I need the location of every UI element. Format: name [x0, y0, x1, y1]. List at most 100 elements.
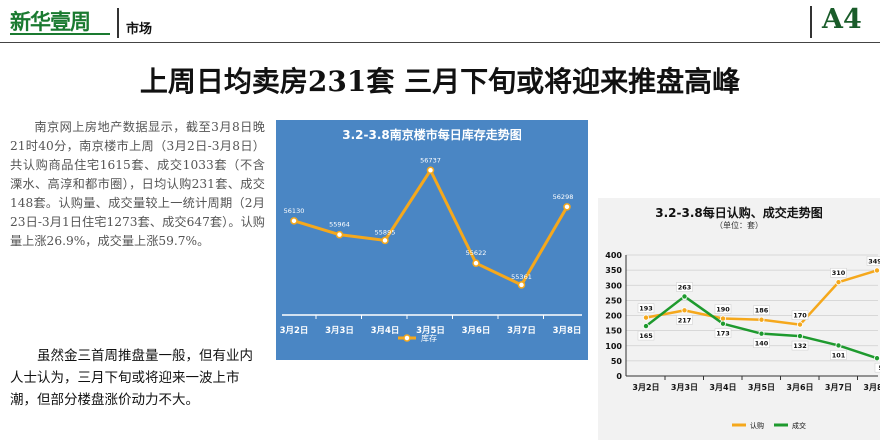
inventory-x-label: 3月2日: [280, 326, 309, 336]
sales-x-label: 3月7日: [825, 383, 852, 392]
inventory-legend-marker: [403, 334, 411, 342]
sales-y-tick-label: 50: [611, 357, 623, 366]
sales-chart-title: 3.2-3.8每日认购、成交走势图: [655, 206, 823, 220]
inventory-x-label: 3月3日: [325, 326, 354, 336]
inventory-point: [290, 217, 298, 225]
inventory-data-label: 55622: [466, 249, 487, 257]
sales-y-tick-label: 0: [616, 372, 622, 381]
inventory-point: [563, 203, 571, 211]
sales-y-tick-label: 350: [605, 266, 622, 275]
inventory-chart-plot: 3月2日 3月3日 3月4日 3月5日 3月6日 3月7日 3月8日 56130 55964 55…: [280, 156, 582, 343]
subscribe-label-box: [866, 256, 880, 266]
subscribe-label-box: [830, 267, 847, 278]
subscribe-point: [758, 316, 765, 323]
deal-data-label: 132: [793, 342, 807, 350]
subscribe-point: [873, 267, 880, 274]
sales-x-label: 3月8日: [863, 383, 880, 392]
subscribe-point: [835, 279, 842, 286]
deal-legend-label: 成交: [792, 421, 806, 430]
subscribe-data-label: 310: [832, 269, 846, 277]
sales-x-label: 3月5日: [748, 383, 775, 392]
subscribe-label-box: [637, 303, 655, 313]
inventory-point: [517, 281, 526, 289]
deal-point: [720, 320, 727, 327]
page-divider: [810, 6, 812, 38]
inventory-point: [426, 166, 435, 174]
subscribe-label-box: [714, 304, 732, 314]
deal-point: [873, 355, 880, 362]
sales-chart-plot: 0 50 100 150 200 250 300 350 400 3月2日 3月3日 3月4日 3月5日…: [605, 251, 880, 430]
sales-y-tick-label: 400: [605, 251, 622, 260]
deal-data-label: 263: [678, 283, 692, 291]
sales-chart-unit: （单位：套）: [715, 221, 763, 230]
inventory-chart-title: 3.2-3.8南京楼市每日库存走势图: [342, 128, 522, 142]
inventory-x-label: 3月8日: [553, 326, 582, 336]
sales-y-tick-label: 250: [605, 296, 622, 305]
inventory-chart: 3.2-3.8南京楼市每日库存走势图 3月2日 3月3日 3月4日 3月5日 3月6日 3…: [276, 120, 588, 360]
header-rule: [0, 42, 880, 43]
sales-x-label: 3月6日: [786, 383, 813, 392]
inventory-x-label: 3月5日: [416, 326, 445, 336]
sales-chart: 3.2-3.8每日认购、成交走势图 （单位：套） 0 50 100 150 200 250…: [598, 198, 880, 440]
deal-label-box: [791, 340, 809, 351]
inventory-point: [381, 236, 389, 245]
article-headline: 上周日均卖房231套 三月下旬或将迎来推盘高峰: [139, 65, 741, 98]
deal-label-box: [753, 338, 770, 348]
sales-x-label: 3月3日: [671, 383, 698, 392]
subscribe-data-label: 217: [678, 316, 692, 324]
subscribe-data-label: 193: [639, 305, 653, 313]
deal-point: [796, 333, 803, 340]
inventory-legend-label: 库存: [421, 333, 437, 343]
subscribe-point: [796, 321, 803, 328]
deal-label-box: [676, 282, 693, 292]
inventory-data-label: 56737: [420, 156, 441, 164]
deal-label-box: [830, 350, 847, 360]
subscribe-data-label: 170: [793, 312, 807, 320]
subscribe-data-label: 190: [716, 306, 730, 314]
deal-data-label: 140: [755, 340, 769, 348]
subscribe-point: [681, 307, 688, 314]
inventory-x-label: 3月4日: [371, 326, 400, 336]
article-paragraph-2: 虽然金三首周推盘量一般，但有业内人士认为，三月下旬或将迎来一波上市潮，但部分楼盘…: [10, 348, 253, 408]
inventory-point: [472, 259, 480, 267]
brand-logo: 新华壹周: [10, 10, 91, 34]
subscribe-label-box: [753, 305, 770, 315]
inventory-data-label: 56298: [553, 193, 574, 201]
inventory-x-label: 3月6日: [462, 326, 491, 336]
inventory-data-label: 56130: [284, 207, 305, 215]
subscribe-point: [720, 315, 727, 322]
inventory-data-label: 55964: [329, 221, 350, 229]
article-paragraph-1: 南京网上房地产数据显示，截至3月8日晚21时40分，南京楼市上周（3月2日-3月…: [10, 120, 265, 248]
subscribe-data-label: 186: [755, 307, 769, 315]
sales-y-tick-label: 300: [605, 281, 622, 290]
subscribe-data-label: 349: [868, 257, 880, 265]
sales-y-tick-label: 200: [605, 312, 622, 321]
sales-y-tick-label: 150: [605, 327, 622, 336]
deal-label-box: [874, 362, 880, 373]
deal-data-label: 173: [716, 330, 730, 338]
deal-label-box: [637, 330, 655, 341]
deal-point: [835, 342, 842, 349]
subscribe-point: [643, 314, 650, 321]
deal-point: [643, 323, 650, 330]
inventory-data-label: 55895: [375, 228, 396, 236]
section-label: 市场: [126, 22, 153, 37]
brand-underline: [10, 33, 110, 35]
subscribe-legend-label: 认购: [750, 421, 764, 430]
sales-x-label: 3月4日: [709, 383, 736, 392]
deal-data-label: 165: [639, 332, 653, 340]
header-divider: [117, 8, 119, 38]
deal-label-box: [714, 328, 732, 338]
subscribe-label-box: [791, 310, 809, 320]
sales-x-label: 3月2日: [632, 383, 659, 392]
page-number: A4: [822, 4, 862, 35]
sales-y-tick-label: 100: [605, 342, 622, 351]
inventory-point: [335, 230, 344, 239]
deal-point: [758, 330, 765, 337]
inventory-x-label: 3月7日: [507, 326, 536, 336]
deal-data-label: 59: [878, 364, 880, 372]
subscribe-label-box: [676, 315, 693, 325]
deal-point: [681, 293, 688, 300]
deal-data-label: 101: [832, 351, 846, 359]
inventory-data-label: 55361: [511, 273, 532, 281]
